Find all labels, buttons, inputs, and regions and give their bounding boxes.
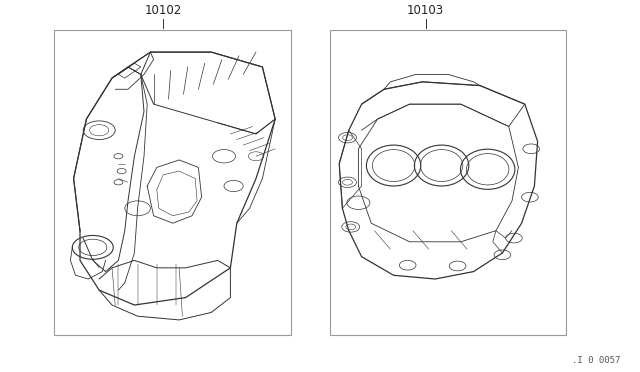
Text: .I 0 0057: .I 0 0057 (572, 356, 621, 365)
Text: 10102: 10102 (145, 4, 182, 17)
Text: 10103: 10103 (407, 4, 444, 17)
Bar (330, 30, 566, 335)
Bar (54, 30, 291, 335)
